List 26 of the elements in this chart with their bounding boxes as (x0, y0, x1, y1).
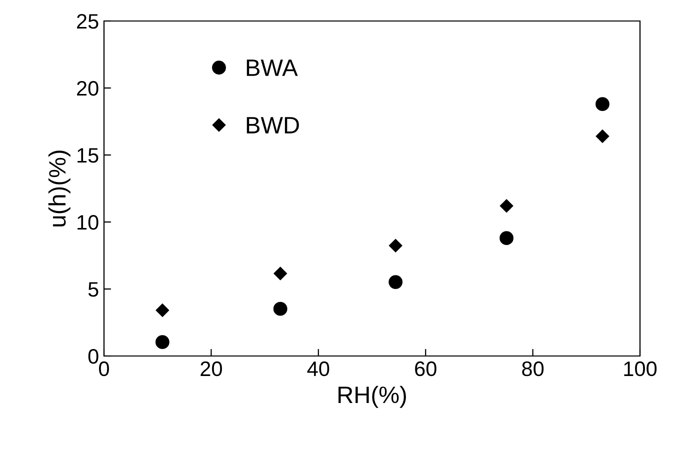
x-tick-label: 80 (522, 361, 544, 376)
y-tick-label: 0 (88, 349, 98, 364)
point (500, 231, 514, 246)
x-tick-label: 20 (200, 361, 222, 376)
y-axis-title: u(h)(%) (48, 150, 70, 226)
point (500, 199, 514, 213)
point (388, 275, 403, 289)
x-tick-label: 100 (624, 361, 657, 376)
y-tick-label: 20 (77, 81, 98, 96)
point (273, 302, 288, 316)
x-tick-label: 40 (307, 361, 330, 376)
point (274, 266, 287, 280)
y-tick-label: 5 (88, 282, 98, 297)
x-tick-label: 60 (415, 361, 436, 376)
point (596, 97, 610, 112)
y-tick-label: 25 (77, 14, 98, 29)
legend-label: BWA (246, 60, 298, 76)
point (156, 304, 170, 317)
y-tick-label: 15 (78, 148, 98, 163)
point (388, 238, 402, 252)
point (155, 335, 170, 350)
point (596, 130, 610, 143)
x-axis-title: RH(%) (338, 386, 406, 408)
legend-label: BWD (246, 117, 299, 134)
x-tick-label: 0 (99, 361, 109, 376)
y-tick-label: 10 (78, 215, 98, 230)
